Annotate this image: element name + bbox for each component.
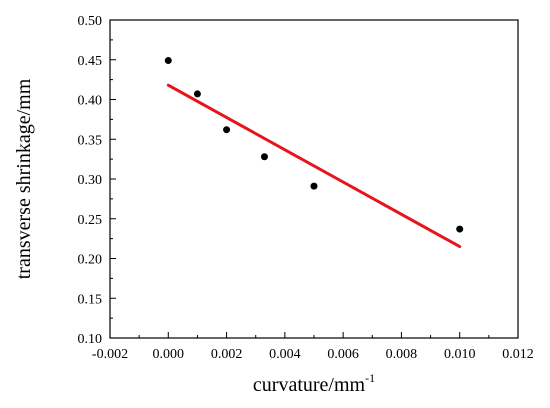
x-axis-title-superscript: -1	[365, 371, 375, 385]
data-point	[456, 225, 464, 233]
y-tick-label: 0.15	[78, 292, 103, 307]
data-point	[260, 153, 268, 161]
y-tick-label: 0.50	[78, 14, 103, 29]
y-tick-label: 0.45	[78, 54, 103, 69]
x-tick-label: 0.010	[444, 347, 476, 362]
y-tick-label: 0.20	[78, 253, 103, 268]
data-point	[223, 126, 231, 134]
x-tick-label: 0.002	[211, 347, 243, 362]
points-layer	[164, 57, 464, 233]
x-axis-title-main: curvature/mm	[253, 374, 366, 396]
x-tick-label: 0.012	[502, 347, 534, 362]
x-tick-label: -0.002	[92, 347, 128, 362]
plot-frame	[109, 19, 519, 339]
y-tick-label: 0.10	[78, 332, 103, 347]
y-tick-label: 0.40	[78, 94, 103, 109]
ticks-layer: -0.002 0.000 0.002 0.004 0.006 0.008 0.010 0.01…	[78, 14, 534, 362]
x-tick-label: 0.006	[327, 347, 359, 362]
x-axis-title: curvature/mm-1	[253, 371, 375, 396]
y-axis-title: transverse shrinkage/mm	[13, 78, 35, 279]
data-point	[193, 90, 201, 98]
x-tick-label: 0.008	[386, 347, 418, 362]
fit-layer	[166, 83, 462, 249]
x-tick-label: 0.000	[153, 347, 185, 362]
x-tick-label: 0.004	[269, 347, 301, 362]
y-tick-label: 0.35	[78, 133, 103, 148]
y-tick-label: 0.30	[78, 173, 103, 188]
data-point	[164, 57, 172, 65]
fit-line	[166, 83, 462, 249]
y-tick-label: 0.25	[78, 213, 103, 228]
data-point	[310, 182, 318, 190]
